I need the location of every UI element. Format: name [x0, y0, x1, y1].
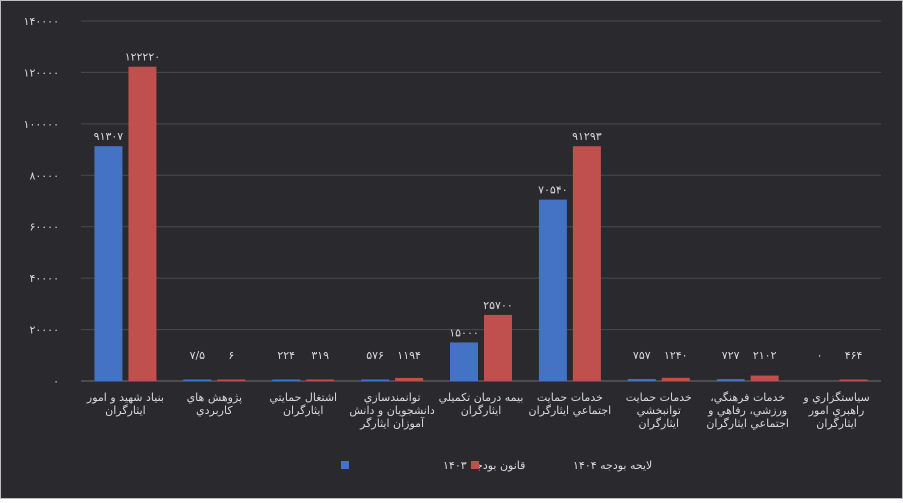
bar — [716, 379, 745, 381]
legend-label: لايحه بودجه ۱۴۰۴ — [573, 459, 652, 472]
data-label: ۷۲۷ — [722, 349, 740, 362]
category-label-line: راهبري امور — [808, 404, 865, 417]
data-label: ۹۱۲۹۳ — [572, 130, 602, 143]
data-label: ۷۰۵۴۰ — [538, 184, 568, 197]
legend-label: قانون بودجه ۱۴۰۳ — [443, 459, 525, 472]
y-tick-label: ۴۰۰۰۰ — [29, 272, 59, 285]
category-label-line: توانبخشي — [637, 404, 681, 417]
category-label-line: ورزشي، رفاهي و — [707, 404, 787, 417]
data-label: ۵۷۶ — [366, 349, 384, 362]
bar — [361, 379, 390, 381]
legend: قانون بودجه ۱۴۰۳ لايحه بودجه ۱۴۰۴ — [341, 459, 652, 472]
data-label: ۰ — [817, 349, 823, 362]
gridlines — [81, 20, 881, 382]
category-label: توانمندسازي دانشجويان و دانش آموزان ايثارگ… — [349, 391, 435, 430]
category-label-line: ايثارگران — [105, 404, 146, 417]
category-label: بيمه درمان تکميلي ايثارگران — [439, 391, 524, 417]
category-label-line: بنياد شهيد و امور — [86, 391, 164, 404]
category-label: خدمات فرهنگي، ورزشي، رفاهي و اجتماعي ايثار… — [706, 391, 789, 430]
category-label-line: اشتغال حمايتي — [269, 391, 337, 404]
y-axis-ticks: ۰ ۲۰۰۰۰ ۴۰۰۰۰ ۶۰۰۰۰ ۸۰۰۰۰ ۱۰۰۰۰۰ ۱۲۰۰۰۰ ۱۴۰۰۰۰ — [24, 15, 59, 388]
category-label: خدمات حمايت اجتماعي ايثارگران — [529, 391, 612, 417]
data-label: ۳۱۹ — [311, 349, 329, 362]
bar — [183, 379, 212, 381]
category-label-line: ايثارگران — [639, 417, 680, 430]
bar — [217, 379, 246, 381]
category-label-line: اجتماعي ايثارگران — [529, 404, 612, 417]
category-label-line: توانمندسازي — [364, 391, 421, 404]
data-label: ۷۵۷ — [633, 349, 651, 362]
y-tick-label: ۶۰۰۰۰ — [29, 221, 59, 234]
category-label: اشتغال حمايتي ايثارگران — [269, 391, 337, 417]
category-label: پژوهش هاي کاربردي — [187, 391, 243, 417]
bar — [272, 379, 301, 381]
category-label-line: پژوهش هاي — [187, 391, 243, 404]
bar — [128, 66, 157, 381]
data-label: ۱۲۴۰ — [664, 349, 688, 362]
category-label-line: دانشجويان و دانش — [349, 404, 435, 417]
category-label: بنياد شهيد و امور ايثارگران — [86, 391, 164, 417]
data-labels: ۹۱۳۰۷ ۱۲۲۲۲۰ ۷/۵ ۶ ۲۲۴ ۳۱۹ ۵۷۶ ۱۱۹۴ ۱۵۰۰۰ ۲۵۷۰۰ ۷۰… — [94, 51, 863, 362]
data-label: ۴۶۴ — [845, 349, 863, 362]
y-tick-label: ۸۰۰۰۰ — [29, 169, 59, 182]
category-label-line: خدمات فرهنگي، — [710, 391, 785, 404]
bar — [538, 199, 567, 381]
data-label: ۶ — [228, 349, 234, 362]
bars — [94, 66, 868, 381]
category-label-line: ايثارگران — [461, 404, 502, 417]
data-label: ۱۲۲۲۲۰ — [125, 51, 160, 64]
y-tick-label: ۲۰۰۰۰ — [29, 324, 59, 337]
category-label-line: بيمه درمان تکميلي — [439, 391, 524, 404]
y-tick-label: ۰ — [53, 375, 59, 388]
data-label: ۲۱۰۲ — [753, 349, 777, 362]
y-tick-label: ۱۲۰۰۰۰ — [24, 66, 59, 79]
bar — [839, 379, 868, 381]
bar — [750, 375, 779, 381]
bar — [661, 377, 690, 381]
data-label: ۱۵۰۰۰ — [449, 326, 479, 339]
category-label-line: ايثارگران — [816, 417, 857, 430]
category-label-line: خدمات حمايت — [537, 391, 603, 404]
bar — [306, 379, 335, 381]
bar — [627, 379, 656, 381]
bar — [484, 314, 512, 381]
bar — [450, 342, 478, 381]
category-label-line: اجتماعي ايثارگران — [706, 417, 789, 430]
data-label: ۷/۵ — [190, 349, 206, 362]
category-label-line: کاربردي — [196, 404, 233, 417]
category-label-line: خدمات حمايت — [626, 391, 692, 404]
data-label: ۹۱۳۰۷ — [94, 130, 124, 143]
category-label-line: آموزان ايثارگر — [359, 416, 425, 430]
data-label: ۲۲۴ — [277, 349, 295, 362]
bar — [94, 146, 123, 381]
bar — [395, 377, 424, 381]
y-tick-label: ۱۴۰۰۰۰ — [24, 15, 59, 28]
bar — [572, 146, 601, 381]
y-tick-label: ۱۰۰۰۰۰ — [24, 118, 59, 131]
category-label-line: سياستگزاري و — [802, 391, 869, 404]
legend-swatch — [471, 461, 479, 469]
data-label: ۱۱۹۴ — [397, 349, 421, 362]
data-label: ۲۵۷۰۰ — [483, 299, 513, 312]
category-label: سياستگزاري و راهبري امور ايثارگران — [802, 391, 869, 430]
category-label: خدمات حمايت توانبخشي ايثارگران — [626, 391, 692, 430]
category-label-line: ايثارگران — [283, 404, 324, 417]
legend-swatch — [341, 461, 349, 469]
